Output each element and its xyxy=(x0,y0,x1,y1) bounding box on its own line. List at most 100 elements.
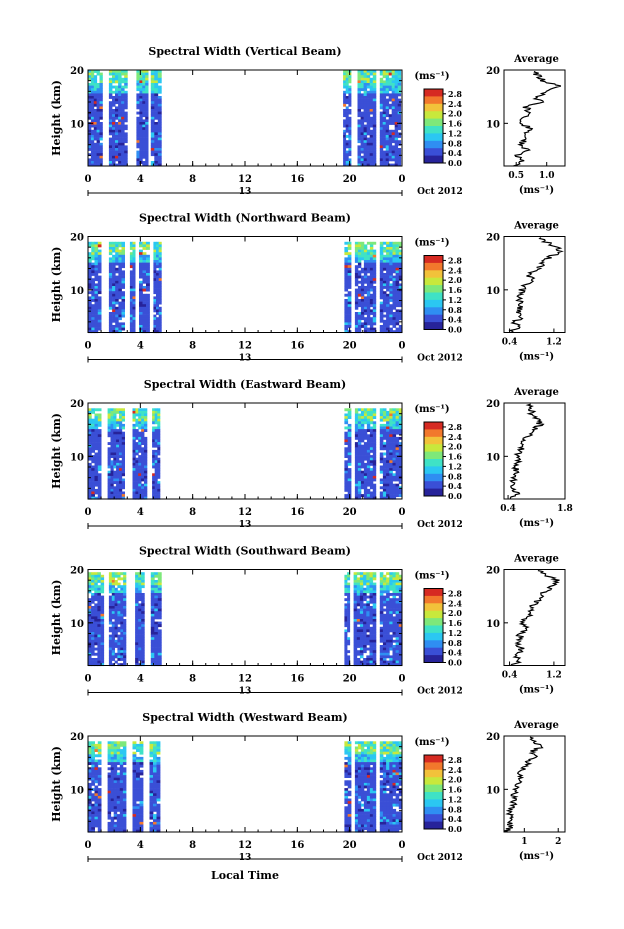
heatmap-cell xyxy=(394,140,399,144)
heatmap-cell xyxy=(392,645,397,648)
heatmap-cell xyxy=(382,619,387,622)
heatmap-cell xyxy=(144,423,148,427)
heatmap-cell xyxy=(108,577,113,581)
heatmap-cell xyxy=(139,288,143,292)
heatmap-cell xyxy=(379,158,384,162)
heatmap-cell xyxy=(372,608,377,612)
heatmap-cell xyxy=(343,103,347,107)
heatmap-cell xyxy=(88,827,92,830)
heatmap-cell xyxy=(118,252,122,256)
heatmap-cell xyxy=(398,293,403,297)
heatmap-cell xyxy=(379,273,384,276)
heatmap-cell xyxy=(356,613,361,617)
heatmap-cell xyxy=(344,299,349,302)
heatmap-cell xyxy=(379,593,384,596)
heatmap-cell xyxy=(357,322,362,326)
heatmap-cell xyxy=(369,491,374,495)
heatmap-cell xyxy=(141,449,145,453)
heatmap-cell xyxy=(382,434,387,438)
heatmap-cell xyxy=(353,632,358,635)
heatmap-cell xyxy=(142,319,147,323)
heatmap-cell xyxy=(347,439,352,443)
heatmap-cell xyxy=(141,436,145,440)
heatmap-cell xyxy=(88,619,92,622)
heatmap-cell xyxy=(135,650,139,654)
heatmap-cell xyxy=(386,582,390,586)
heatmap-cell xyxy=(360,101,365,105)
heatmap-cell xyxy=(121,111,125,115)
heatmap-cell xyxy=(394,161,399,164)
heatmap-cell xyxy=(379,122,384,125)
heatmap-cell xyxy=(360,301,365,305)
heatmap-cell xyxy=(382,280,387,284)
heatmap-cell xyxy=(353,603,358,607)
heatmap-cell xyxy=(360,280,365,284)
heatmap-cell xyxy=(138,611,142,615)
heatmap-cell xyxy=(88,145,92,149)
heatmap-cell xyxy=(366,314,371,318)
heatmap-cell xyxy=(129,301,133,305)
heatmap-cell xyxy=(394,124,399,128)
heatmap-cell xyxy=(111,585,115,589)
heatmap-cell xyxy=(157,442,161,445)
heatmap-cell xyxy=(354,322,359,326)
heatmap-cell xyxy=(121,481,125,484)
heatmap-cell xyxy=(366,439,371,443)
average-title: Average xyxy=(513,54,559,65)
heatmap-cell xyxy=(156,262,159,266)
heatmap-cell xyxy=(392,616,397,620)
heatmap-cell xyxy=(392,431,397,435)
heatmap-cell xyxy=(153,260,157,263)
heatmap-cell xyxy=(344,325,349,328)
heatmap-cell xyxy=(359,577,364,581)
heatmap-cell xyxy=(117,611,121,615)
heatmap-cell xyxy=(398,660,403,664)
heatmap-cell xyxy=(357,434,362,438)
heatmap-cell xyxy=(117,658,121,661)
heatmap-cell xyxy=(136,135,140,138)
heatmap-cell xyxy=(369,478,374,482)
heatmap-cell xyxy=(158,325,162,328)
heatmap-cell xyxy=(382,442,387,445)
heatmap-cell xyxy=(389,273,393,276)
heatmap-cell xyxy=(112,101,116,105)
heatmap-cell xyxy=(88,70,92,73)
heatmap-cell xyxy=(94,660,98,664)
heatmap-cell xyxy=(94,619,98,622)
heatmap-cell xyxy=(138,637,142,641)
heatmap-cell xyxy=(88,613,92,617)
heatmap-cell xyxy=(360,296,365,300)
heatmap-cell xyxy=(366,470,371,474)
heatmap-cell xyxy=(372,291,377,295)
heatmap-cell xyxy=(129,309,133,313)
heatmap-cell xyxy=(91,775,95,778)
heatmap-cell xyxy=(129,314,133,318)
heatmap-cell xyxy=(392,416,397,419)
heatmap-cell xyxy=(136,122,140,125)
heatmap-cell xyxy=(121,247,125,250)
heatmap-cell xyxy=(91,663,95,667)
heatmap-cell xyxy=(97,291,102,295)
heatmap-cell xyxy=(117,582,121,586)
heatmap-cell xyxy=(372,83,377,86)
heatmap-cell xyxy=(110,434,114,438)
heatmap-cell xyxy=(135,598,139,602)
heatmap-cell xyxy=(382,106,387,110)
heatmap-cell xyxy=(359,637,364,641)
heatmap-cell xyxy=(107,473,111,477)
heatmap-cell xyxy=(372,582,377,586)
heatmap-cell xyxy=(115,254,119,258)
heatmap-cell xyxy=(121,312,125,315)
heatmap-cell xyxy=(372,88,377,92)
heatmap-cell xyxy=(357,447,362,451)
heatmap-cell xyxy=(386,626,390,630)
heatmap-cell xyxy=(150,153,155,157)
heatmap-cell xyxy=(394,106,399,110)
heatmap-cell xyxy=(347,254,352,258)
heatmap-cell xyxy=(344,330,349,334)
heatmap-cell xyxy=(91,780,95,784)
heatmap-cell xyxy=(360,293,365,297)
heatmap-cell xyxy=(114,593,118,596)
heatmap-cell xyxy=(394,127,399,131)
heatmap-cell xyxy=(392,629,397,633)
